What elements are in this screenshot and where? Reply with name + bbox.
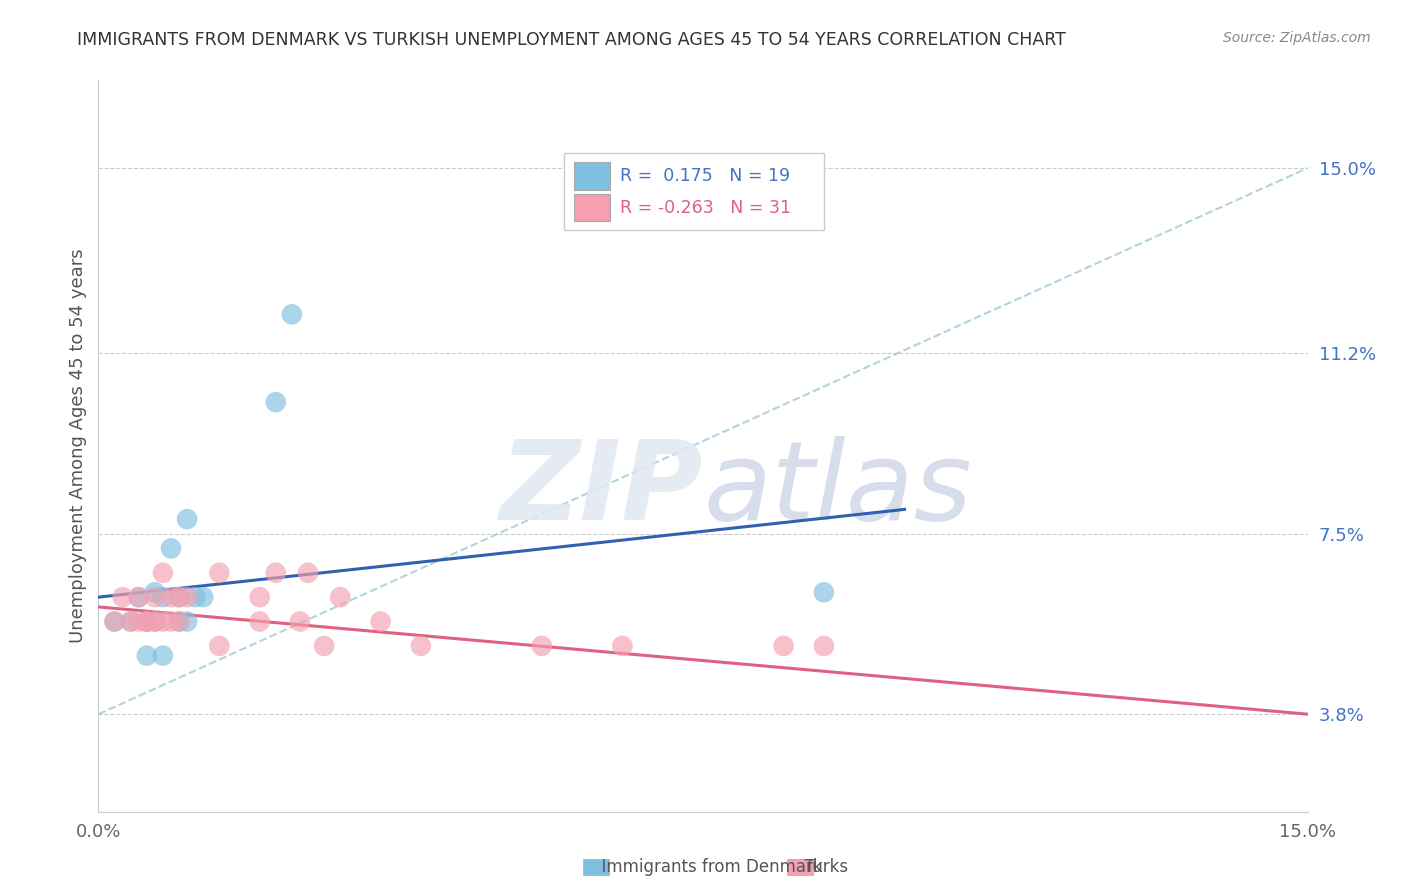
Point — [249, 590, 271, 604]
Point — [314, 639, 336, 653]
Point — [152, 648, 174, 663]
Point — [160, 590, 183, 604]
Point — [813, 585, 835, 599]
Text: Source: ZipAtlas.com: Source: ZipAtlas.com — [1223, 31, 1371, 45]
Point — [530, 639, 553, 653]
Y-axis label: Unemployment Among Ages 45 to 54 years: Unemployment Among Ages 45 to 54 years — [69, 249, 87, 643]
Point — [143, 585, 166, 599]
Point — [135, 615, 157, 629]
Point — [297, 566, 319, 580]
Point — [176, 615, 198, 629]
Point — [160, 541, 183, 556]
Point — [409, 639, 432, 653]
Point — [111, 590, 134, 604]
Point — [772, 639, 794, 653]
Point — [103, 615, 125, 629]
Point — [184, 590, 207, 604]
Point — [208, 639, 231, 653]
Point — [370, 615, 392, 629]
Point — [813, 639, 835, 653]
Point — [152, 590, 174, 604]
Point — [160, 615, 183, 629]
Point — [612, 639, 634, 653]
Point — [152, 566, 174, 580]
Point — [120, 615, 142, 629]
Bar — [787, 859, 813, 875]
Point — [128, 615, 150, 629]
Text: Turks: Turks — [794, 858, 848, 876]
Point — [281, 307, 304, 321]
Point — [329, 590, 352, 604]
Point — [167, 590, 190, 604]
Point — [264, 566, 287, 580]
Point — [143, 615, 166, 629]
Point — [143, 615, 166, 629]
Point — [135, 648, 157, 663]
Text: R =  0.175   N = 19: R = 0.175 N = 19 — [620, 167, 790, 186]
Text: IMMIGRANTS FROM DENMARK VS TURKISH UNEMPLOYMENT AMONG AGES 45 TO 54 YEARS CORREL: IMMIGRANTS FROM DENMARK VS TURKISH UNEMP… — [77, 31, 1066, 49]
Point — [135, 615, 157, 629]
Point — [176, 512, 198, 526]
Point — [264, 395, 287, 409]
Point — [135, 615, 157, 629]
Text: ZIP: ZIP — [499, 436, 703, 543]
Point — [128, 590, 150, 604]
Text: Immigrants from Denmark: Immigrants from Denmark — [591, 858, 823, 876]
Point — [152, 615, 174, 629]
Point — [167, 590, 190, 604]
Text: R = -0.263   N = 31: R = -0.263 N = 31 — [620, 199, 790, 217]
Point — [288, 615, 311, 629]
Bar — [583, 859, 609, 875]
Point — [128, 590, 150, 604]
Point — [208, 566, 231, 580]
Point — [143, 590, 166, 604]
Point — [120, 615, 142, 629]
Bar — [574, 162, 610, 190]
Point — [176, 590, 198, 604]
Point — [193, 590, 215, 604]
Text: atlas: atlas — [703, 436, 972, 543]
Bar — [574, 194, 610, 221]
Point — [167, 615, 190, 629]
FancyBboxPatch shape — [564, 153, 824, 230]
Point — [103, 615, 125, 629]
Point — [249, 615, 271, 629]
Point — [167, 615, 190, 629]
